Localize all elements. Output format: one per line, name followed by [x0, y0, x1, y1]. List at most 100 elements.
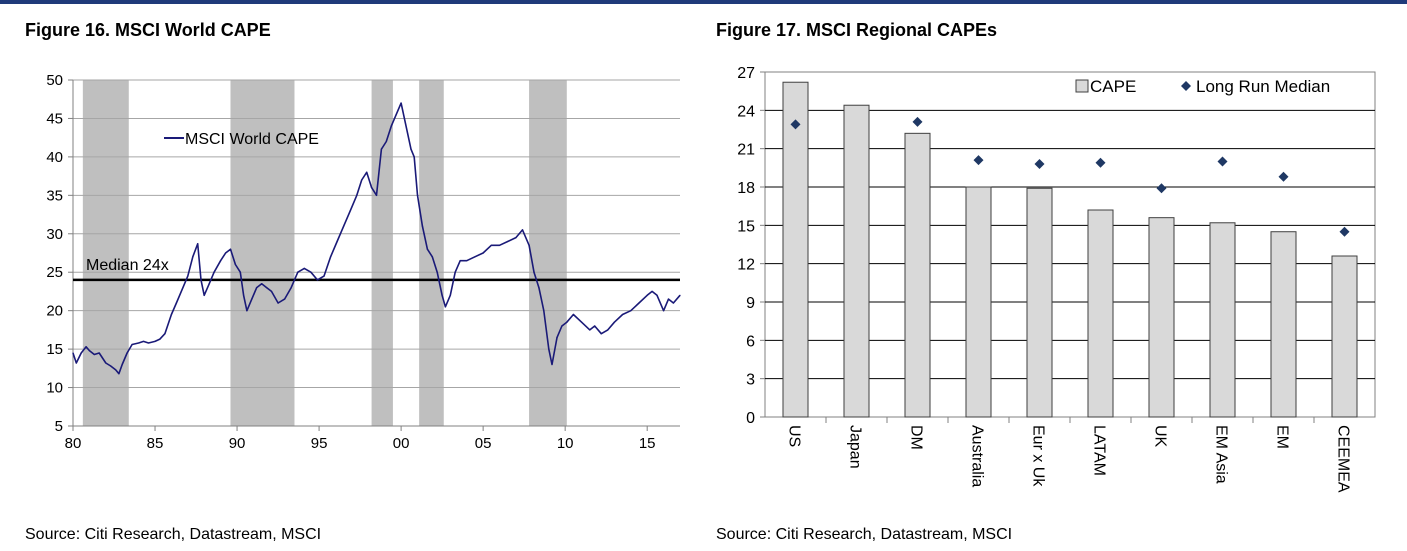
data-point	[431, 256, 433, 258]
data-point	[224, 252, 227, 254]
x-tick-label-ceemea: CEEMEA	[1335, 425, 1352, 493]
data-point	[229, 248, 232, 250]
data-point	[329, 256, 332, 258]
data-point	[515, 237, 517, 239]
data-point	[154, 340, 156, 343]
median-label: Median 24x	[86, 257, 169, 274]
data-point	[310, 271, 312, 273]
data-point	[454, 271, 456, 273]
data-point	[131, 343, 133, 346]
x-tick-label-us: US	[786, 425, 803, 447]
data-point	[672, 302, 675, 304]
figure17-title: Figure 17. MSCI Regional CAPEs	[716, 20, 998, 40]
data-point	[284, 298, 286, 300]
y-tick-label-40: 40	[46, 149, 63, 166]
data-point	[85, 346, 87, 348]
data-point	[407, 133, 409, 135]
data-point	[561, 325, 563, 327]
data-point	[543, 310, 545, 312]
data-point	[98, 352, 100, 354]
data-point	[72, 352, 74, 354]
legend-label-long-run-median: Long Run Median	[1196, 77, 1330, 96]
header-accent-bar	[0, 0, 1407, 4]
data-point	[220, 260, 222, 262]
data-point	[126, 352, 128, 354]
recession-band-2	[230, 80, 295, 426]
data-point	[239, 271, 241, 273]
data-point	[323, 275, 325, 277]
data-point	[449, 294, 451, 296]
data-point	[370, 187, 373, 189]
x-tick-label-australia: Australia	[969, 425, 986, 487]
data-point	[234, 263, 237, 266]
data-point	[380, 148, 383, 150]
data-point	[336, 240, 338, 243]
data-point	[361, 179, 363, 181]
y-tick-label-24: 24	[737, 103, 755, 120]
y-tick-label-21: 21	[737, 142, 755, 159]
bar-dm	[904, 132, 931, 418]
bar-australia	[965, 186, 992, 418]
data-point	[646, 294, 648, 296]
y-tick-label-15: 15	[46, 341, 63, 358]
data-point	[349, 210, 351, 212]
data-point	[507, 240, 509, 243]
data-point	[385, 140, 387, 143]
bar-em	[1270, 231, 1297, 418]
recession-band-4	[419, 80, 444, 426]
data-point	[459, 260, 461, 262]
figure17-chart: 0 3 6 9 12 15 18 21 24 27 US Japan DM Australia Eur x …	[737, 65, 1376, 493]
data-point	[566, 321, 568, 323]
recession-band-5	[529, 80, 567, 426]
data-point	[88, 350, 91, 352]
x-tick-label-eur-x-uk: Eur x Uk	[1030, 425, 1047, 487]
y-tick-label-10: 10	[46, 380, 63, 397]
data-point	[213, 271, 215, 273]
data-point	[316, 279, 319, 281]
x-tick-label-1985: 85	[147, 435, 164, 452]
data-point	[147, 342, 150, 344]
x-tick-label-uk: UK	[1152, 425, 1169, 448]
data-point	[662, 310, 665, 312]
legend-marker-long-run-median	[1181, 81, 1191, 91]
data-point	[630, 310, 632, 312]
data-point	[251, 298, 253, 300]
y-tick-label-30: 30	[46, 226, 63, 243]
y-tick-label-15: 15	[737, 218, 755, 235]
data-point	[589, 329, 591, 331]
data-point	[243, 294, 245, 296]
x-tick-label-2010: 10	[557, 435, 574, 452]
median-marker-uk	[1156, 183, 1167, 194]
x-tick-label-2005: 05	[475, 435, 492, 452]
median-marker-dm	[912, 116, 923, 127]
data-point	[556, 336, 558, 339]
data-point	[175, 302, 177, 304]
data-point	[121, 363, 123, 366]
data-point	[159, 338, 161, 340]
data-point	[600, 333, 602, 335]
data-point	[290, 287, 292, 289]
data-point	[118, 373, 120, 375]
data-point	[356, 194, 358, 196]
data-point	[395, 114, 397, 116]
data-point	[110, 365, 112, 367]
data-point	[533, 271, 535, 273]
data-point	[466, 260, 468, 262]
data-point	[656, 294, 658, 296]
legend-label-cape: CAPE	[1090, 77, 1136, 96]
data-point	[580, 321, 583, 323]
data-point	[246, 310, 248, 312]
data-point	[164, 333, 166, 335]
data-point	[594, 325, 596, 327]
data-point	[80, 352, 82, 354]
data-point	[521, 229, 524, 231]
figure16-title: Figure 16. MSCI World CAPE	[25, 20, 271, 40]
x-tick-label-2015: 15	[639, 435, 656, 452]
y-tick-label-50: 50	[46, 72, 63, 89]
y-tick-label-35: 35	[46, 187, 63, 204]
x-tick-label-2000: 00	[393, 435, 410, 452]
bar-us	[782, 81, 809, 418]
x-tick-label-1990: 90	[229, 435, 246, 452]
data-point	[538, 287, 540, 289]
median-marker-australia	[973, 155, 984, 166]
